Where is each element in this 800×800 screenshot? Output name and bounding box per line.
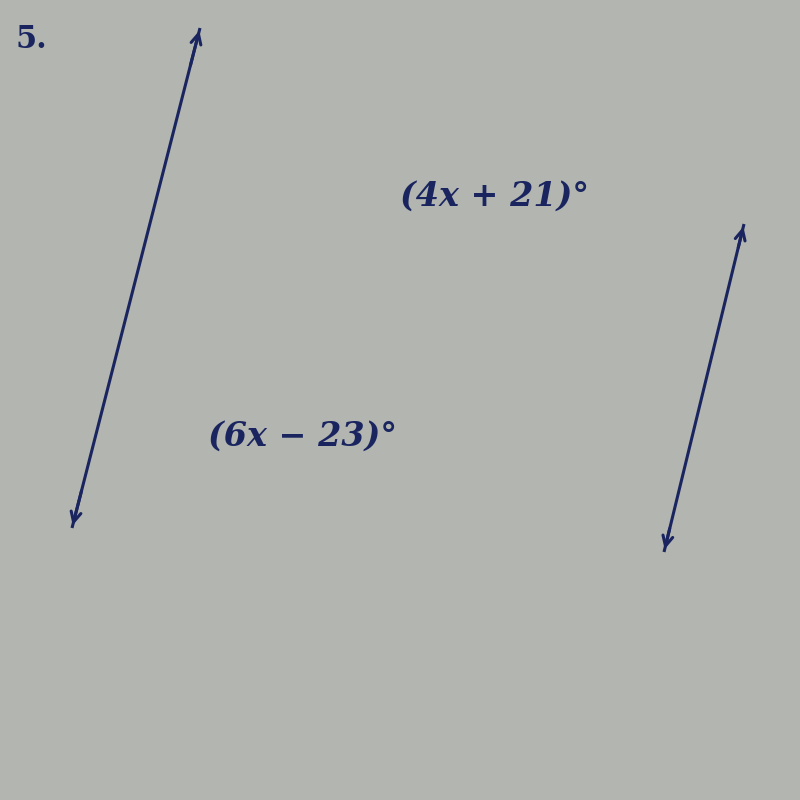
Text: 5.: 5. xyxy=(16,24,48,55)
Text: (4x + 21)°: (4x + 21)° xyxy=(400,179,589,213)
Text: (6x − 23)°: (6x − 23)° xyxy=(208,419,397,453)
